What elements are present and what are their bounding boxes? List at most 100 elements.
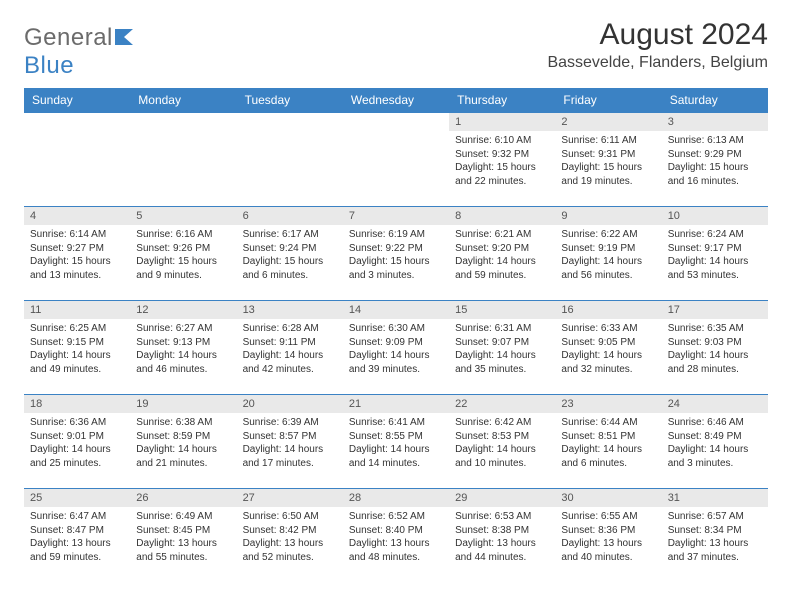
sunrise-line: Sunrise: 6:33 AM: [561, 322, 655, 336]
calendar-day-cell: 26Sunrise: 6:49 AMSunset: 8:45 PMDayligh…: [130, 489, 236, 583]
day-details: Sunrise: 6:22 AMSunset: 9:19 PMDaylight:…: [555, 225, 661, 288]
calendar-day-cell: .: [343, 113, 449, 207]
sunset-line: Sunset: 8:49 PM: [668, 430, 762, 444]
calendar-week-row: 4Sunrise: 6:14 AMSunset: 9:27 PMDaylight…: [24, 207, 768, 301]
month-title: August 2024: [547, 18, 768, 52]
daylight-line: Daylight: 14 hours and 59 minutes.: [455, 255, 549, 282]
calendar-day-cell: 4Sunrise: 6:14 AMSunset: 9:27 PMDaylight…: [24, 207, 130, 301]
calendar-week-row: 18Sunrise: 6:36 AMSunset: 9:01 PMDayligh…: [24, 395, 768, 489]
sunrise-line: Sunrise: 6:49 AM: [136, 510, 230, 524]
calendar-day-cell: 30 Sunrise: 6:55 AMSunset: 8:36 PMDayligh…: [555, 489, 661, 583]
day-number: 29: [449, 489, 555, 507]
sunset-line: Sunset: 9:22 PM: [349, 242, 443, 256]
day-details: Sunrise: 6:25 AMSunset: 9:15 PMDaylight:…: [24, 319, 130, 382]
calendar-day-cell: 7Sunrise: 6:19 AMSunset: 9:22 PMDaylight…: [343, 207, 449, 301]
calendar-day-cell: 11Sunrise: 6:25 AMSunset: 9:15 PMDayligh…: [24, 301, 130, 395]
calendar-day-cell: 20Sunrise: 6:39 AMSunset: 8:57 PMDayligh…: [237, 395, 343, 489]
calendar-page: General Blue August 2024 Bassevelde, Fla…: [0, 0, 792, 593]
daylight-line: Daylight: 14 hours and 35 minutes.: [455, 349, 549, 376]
sunset-line: Sunset: 9:15 PM: [30, 336, 124, 350]
day-details: Sunrise: 6:44 AMSunset: 8:51 PMDaylight:…: [555, 413, 661, 476]
sunrise-line: Sunrise: 6:19 AM: [349, 228, 443, 242]
sunset-line: Sunset: 8:42 PM: [243, 524, 337, 538]
day-details: Sunrise: 6:46 AMSunset: 8:49 PMDaylight:…: [662, 413, 768, 476]
day-number: 23: [555, 395, 661, 413]
sunrise-line: Sunrise: 6:55 AM: [561, 510, 655, 524]
day-details: Sunrise: 6:33 AMSunset: 9:05 PMDaylight:…: [555, 319, 661, 382]
day-number: 3: [662, 113, 768, 131]
daylight-line: Daylight: 14 hours and 39 minutes.: [349, 349, 443, 376]
day-details: Sunrise: 6:17 AMSunset: 9:24 PMDaylight:…: [237, 225, 343, 288]
day-number: 28: [343, 489, 449, 507]
sunset-line: Sunset: 9:17 PM: [668, 242, 762, 256]
sunrise-line: Sunrise: 6:25 AM: [30, 322, 124, 336]
calendar-table: Sunday Monday Tuesday Wednesday Thursday…: [24, 88, 768, 583]
day-details: Sunrise: 6:41 AMSunset: 8:55 PMDaylight:…: [343, 413, 449, 476]
calendar-day-cell: .: [130, 113, 236, 207]
sunset-line: Sunset: 9:19 PM: [561, 242, 655, 256]
daylight-line: Daylight: 13 hours and 59 minutes.: [30, 537, 124, 564]
calendar-day-cell: 14Sunrise: 6:30 AMSunset: 9:09 PMDayligh…: [343, 301, 449, 395]
day-number: 7: [343, 207, 449, 225]
sunrise-line: Sunrise: 6:28 AM: [243, 322, 337, 336]
day-details: Sunrise: 6:38 AMSunset: 8:59 PMDaylight:…: [130, 413, 236, 476]
daylight-line: Daylight: 15 hours and 16 minutes.: [668, 161, 762, 188]
daylight-line: Daylight: 14 hours and 28 minutes.: [668, 349, 762, 376]
sunset-line: Sunset: 9:27 PM: [30, 242, 124, 256]
day-details: Sunrise: 6:21 AMSunset: 9:20 PMDaylight:…: [449, 225, 555, 288]
daylight-line: Daylight: 15 hours and 6 minutes.: [243, 255, 337, 282]
day-details: Sunrise: 6:13 AMSunset: 9:29 PMDaylight:…: [662, 131, 768, 194]
daylight-line: Daylight: 13 hours and 37 minutes.: [668, 537, 762, 564]
day-number: 19: [130, 395, 236, 413]
sunrise-line: Sunrise: 6:42 AM: [455, 416, 549, 430]
calendar-body: ....1Sunrise: 6:10 AMSunset: 9:32 PMDayl…: [24, 113, 768, 583]
day-number: 13: [237, 301, 343, 319]
day-details: Sunrise: 6:31 AMSunset: 9:07 PMDaylight:…: [449, 319, 555, 382]
day-details: Sunrise: 6:28 AMSunset: 9:11 PMDaylight:…: [237, 319, 343, 382]
sunset-line: Sunset: 8:47 PM: [30, 524, 124, 538]
day-number: 27: [237, 489, 343, 507]
sunrise-line: Sunrise: 6:41 AM: [349, 416, 443, 430]
sunrise-line: Sunrise: 6:47 AM: [30, 510, 124, 524]
daylight-line: Daylight: 15 hours and 22 minutes.: [455, 161, 549, 188]
day-details: Sunrise: 6:49 AMSunset: 8:45 PMDaylight:…: [130, 507, 236, 570]
daylight-line: Daylight: 13 hours and 40 minutes.: [561, 537, 655, 564]
calendar-day-cell: 5Sunrise: 6:16 AMSunset: 9:26 PMDaylight…: [130, 207, 236, 301]
daylight-line: Daylight: 14 hours and 6 minutes.: [561, 443, 655, 470]
weekday-header: Monday: [130, 88, 236, 113]
sunrise-line: Sunrise: 6:38 AM: [136, 416, 230, 430]
sunrise-line: Sunrise: 6:16 AM: [136, 228, 230, 242]
calendar-day-cell: 24Sunrise: 6:46 AMSunset: 8:49 PMDayligh…: [662, 395, 768, 489]
sunrise-line: Sunrise: 6:30 AM: [349, 322, 443, 336]
calendar-day-cell: .: [24, 113, 130, 207]
sunrise-line: Sunrise: 6:17 AM: [243, 228, 337, 242]
sunrise-line: Sunrise: 6:31 AM: [455, 322, 549, 336]
calendar-day-cell: 16Sunrise: 6:33 AMSunset: 9:05 PMDayligh…: [555, 301, 661, 395]
sunset-line: Sunset: 8:36 PM: [561, 524, 655, 538]
calendar-day-cell: 10Sunrise: 6:24 AMSunset: 9:17 PMDayligh…: [662, 207, 768, 301]
calendar-day-cell: 19Sunrise: 6:38 AMSunset: 8:59 PMDayligh…: [130, 395, 236, 489]
calendar-day-cell: 27Sunrise: 6:50 AMSunset: 8:42 PMDayligh…: [237, 489, 343, 583]
day-number: 22: [449, 395, 555, 413]
day-number: 30: [555, 489, 661, 507]
day-number: 6: [237, 207, 343, 225]
day-number: 14: [343, 301, 449, 319]
day-number: 2: [555, 113, 661, 131]
day-number: 17: [662, 301, 768, 319]
day-details: Sunrise: 6:24 AMSunset: 9:17 PMDaylight:…: [662, 225, 768, 288]
day-details: Sunrise: 6:14 AMSunset: 9:27 PMDaylight:…: [24, 225, 130, 288]
sunset-line: Sunset: 9:07 PM: [455, 336, 549, 350]
sunrise-line: Sunrise: 6:10 AM: [455, 134, 549, 148]
sunrise-line: Sunrise: 6:57 AM: [668, 510, 762, 524]
calendar-day-cell: .: [237, 113, 343, 207]
sunrise-line: Sunrise: 6:11 AM: [561, 134, 655, 148]
sunset-line: Sunset: 8:53 PM: [455, 430, 549, 444]
day-details: Sunrise: 6:42 AMSunset: 8:53 PMDaylight:…: [449, 413, 555, 476]
weekday-header: Wednesday: [343, 88, 449, 113]
sunset-line: Sunset: 9:32 PM: [455, 148, 549, 162]
sunset-line: Sunset: 9:03 PM: [668, 336, 762, 350]
calendar-day-cell: 1Sunrise: 6:10 AMSunset: 9:32 PMDaylight…: [449, 113, 555, 207]
day-details: Sunrise: 6:35 AMSunset: 9:03 PMDaylight:…: [662, 319, 768, 382]
calendar-day-cell: 28Sunrise: 6:52 AMSunset: 8:40 PMDayligh…: [343, 489, 449, 583]
day-number: 25: [24, 489, 130, 507]
